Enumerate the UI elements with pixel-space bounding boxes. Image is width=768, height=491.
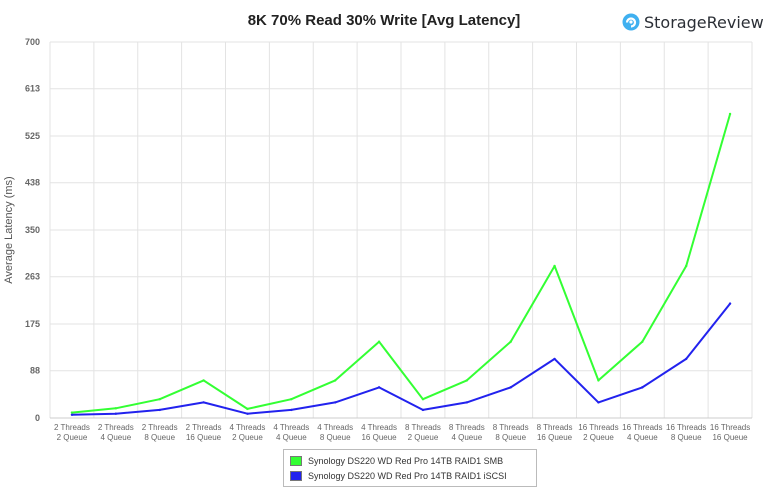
storagereview-logo: StorageReview [622, 10, 764, 34]
data-point [641, 340, 644, 343]
y-tick-label: 525 [25, 131, 40, 141]
data-point [597, 401, 600, 404]
y-tick-label: 613 [25, 84, 40, 94]
y-tick-label: 0 [35, 413, 40, 423]
data-point [553, 357, 556, 361]
data-point [377, 340, 381, 343]
data-point [290, 398, 293, 401]
logo-text: StorageReview [644, 12, 764, 32]
data-point [158, 408, 161, 412]
y-tick-label: 700 [25, 37, 40, 47]
data-point [597, 379, 600, 382]
x-tick-label: 16 Threads 16 Queue [710, 423, 750, 442]
y-tick-label: 175 [25, 319, 40, 329]
data-point [70, 413, 74, 416]
data-point [641, 386, 644, 389]
x-tick-label: 8 Threads 16 Queue [537, 423, 573, 442]
data-point [728, 302, 732, 305]
data-point [465, 401, 469, 404]
series-line-smb [71, 113, 732, 414]
data-point [553, 264, 556, 268]
x-tick-label: 8 Threads 8 Queue [493, 423, 529, 442]
x-tick-label: 4 Threads 8 Queue [317, 423, 353, 442]
data-point [290, 408, 293, 412]
x-tick-label: 4 Threads 2 Queue [230, 423, 266, 442]
data-point [377, 386, 381, 389]
x-tick-label: 8 Threads 2 Queue [405, 423, 441, 442]
y-axis-label: Average Latency (ms) [3, 176, 15, 283]
storagereview-logo-icon [622, 13, 640, 31]
data-point [246, 407, 249, 411]
data-point [684, 264, 688, 268]
chart-title: 8K 70% Read 30% Write [Avg Latency] [247, 12, 521, 29]
y-tick-label: 263 [25, 272, 40, 282]
data-point [333, 379, 337, 382]
line-chart: 0 88 175 263 350 438 525 613 700 2 Threads 2 Queue… [3, 37, 753, 442]
series-lines [70, 112, 732, 416]
data-point [158, 398, 161, 401]
data-point [509, 386, 512, 389]
axes: 0 88 175 263 350 438 525 613 700 2 Threads 2 Queue… [25, 37, 752, 442]
x-tick-label: 2 Threads 16 Queue [186, 423, 222, 442]
data-point [421, 398, 425, 401]
x-tick-label: 2 Threads 8 Queue [142, 423, 178, 442]
series-line-iscsi [71, 302, 731, 416]
x-tick-label: 8 Threads 4 Queue [449, 423, 485, 442]
data-point [202, 379, 205, 382]
data-point [465, 379, 469, 382]
x-tick-label: 16 Threads 2 Queue [578, 423, 618, 442]
legend: Synology DS220 WD Red Pro 14TB RAID1 SMB… [283, 449, 537, 487]
data-point [509, 340, 512, 343]
data-point [202, 401, 205, 404]
legend-swatch-smb [290, 455, 302, 466]
legend-label-iscsi: Synology DS220 WD Red Pro 14TB RAID1 iSC… [308, 470, 507, 481]
grid [49, 41, 753, 419]
x-tick-label: 2 Threads 2 Queue [54, 423, 90, 442]
x-tick-label: 2 Threads 4 Queue [98, 423, 134, 442]
x-tick-label: 4 Threads 4 Queue [273, 423, 309, 442]
x-tick-label: 16 Threads 4 Queue [622, 423, 662, 442]
y-tick-label: 438 [25, 178, 40, 188]
data-point [728, 112, 732, 116]
data-point [70, 411, 74, 414]
data-point [114, 412, 118, 415]
legend-label-smb: Synology DS220 WD Red Pro 14TB RAID1 SMB [308, 455, 504, 466]
y-tick-label: 88 [30, 366, 40, 376]
legend-item-iscsi: Synology DS220 WD Red Pro 14TB RAID1 iSC… [290, 468, 530, 483]
data-point [114, 407, 118, 410]
data-point [333, 401, 337, 404]
x-tick-label: 4 Threads 16 Queue [361, 423, 397, 442]
data-point [421, 408, 425, 412]
data-point [684, 357, 688, 361]
data-point [246, 412, 249, 415]
legend-swatch-iscsi [290, 470, 302, 481]
y-tick-label: 350 [25, 225, 40, 235]
legend-item-smb: Synology DS220 WD Red Pro 14TB RAID1 SMB [290, 453, 530, 468]
x-tick-label: 16 Threads 8 Queue [666, 423, 706, 442]
